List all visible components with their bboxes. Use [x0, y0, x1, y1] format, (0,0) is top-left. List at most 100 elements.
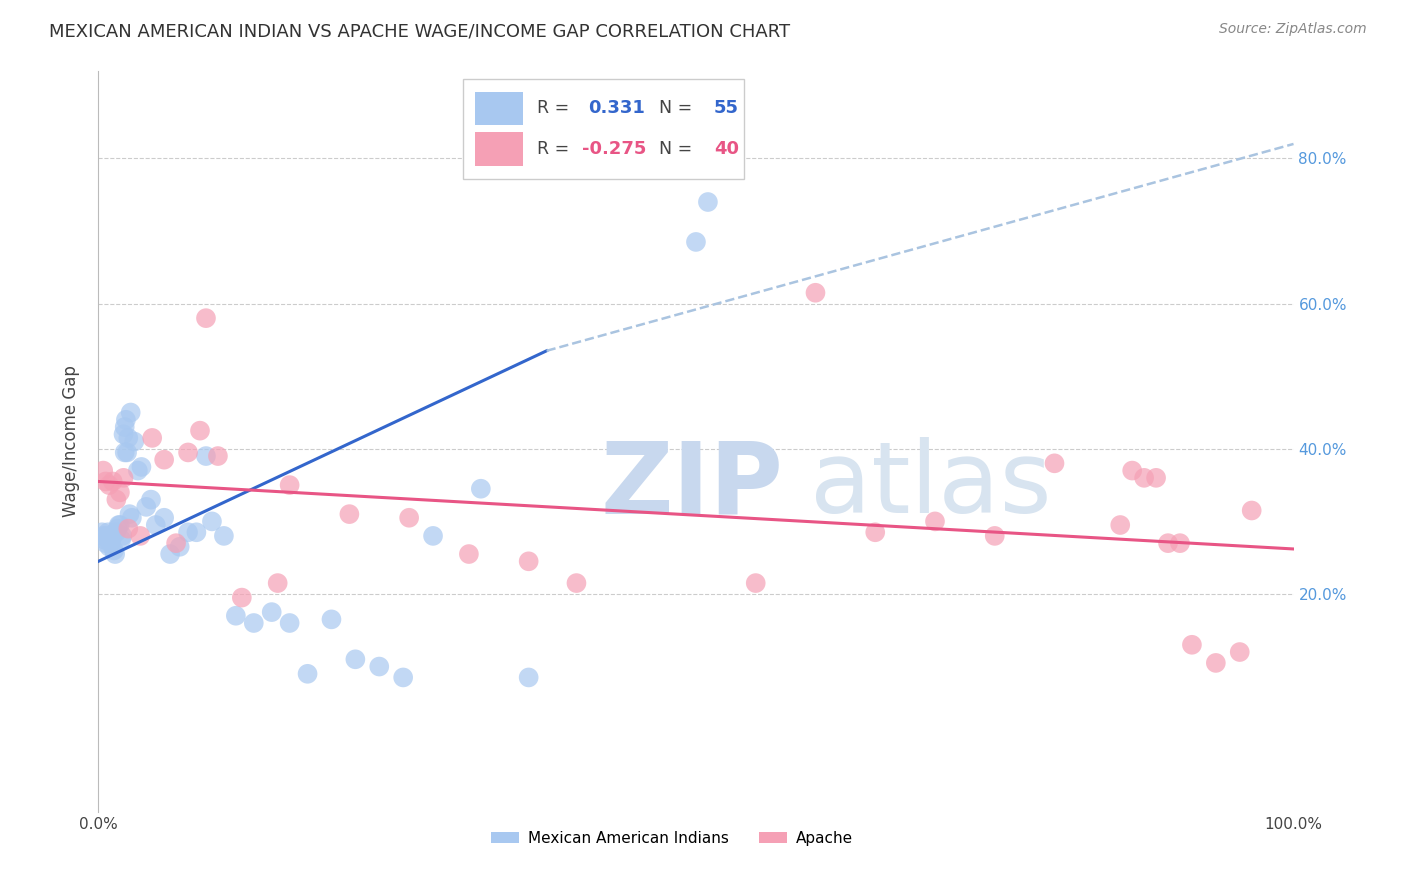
Point	[98, 478, 121, 492]
Point	[565, 576, 588, 591]
Point	[117, 522, 139, 536]
Point	[188, 424, 211, 438]
Text: atlas: atlas	[810, 437, 1052, 534]
Point	[984, 529, 1007, 543]
Point	[745, 576, 768, 591]
Point	[141, 431, 163, 445]
Text: ZIP: ZIP	[600, 437, 783, 534]
Point	[278, 615, 301, 630]
Point	[159, 547, 181, 561]
Point	[91, 529, 114, 543]
Point	[131, 459, 153, 474]
Point	[398, 510, 420, 524]
Point	[195, 449, 218, 463]
Point	[108, 518, 131, 533]
Text: -0.275: -0.275	[582, 140, 647, 158]
Point	[120, 405, 142, 419]
Point	[91, 525, 114, 540]
Point	[145, 518, 167, 533]
Point	[1043, 456, 1066, 470]
Point	[212, 529, 235, 543]
Point	[1144, 471, 1167, 485]
Point	[110, 533, 132, 547]
Point	[697, 194, 720, 209]
Bar	[475, 132, 523, 166]
FancyBboxPatch shape	[463, 78, 744, 178]
Point	[1133, 471, 1156, 485]
Point	[392, 670, 415, 684]
Legend: Mexican American Indians, Apache: Mexican American Indians, Apache	[485, 825, 859, 852]
Point	[103, 543, 125, 558]
Point	[91, 464, 114, 478]
Point	[278, 478, 301, 492]
Point	[685, 235, 707, 249]
Point	[260, 605, 283, 619]
Point	[339, 507, 361, 521]
Y-axis label: Wage/Income Gap: Wage/Income Gap	[62, 366, 80, 517]
Point	[422, 529, 444, 543]
Point	[105, 492, 128, 507]
Point	[98, 540, 121, 554]
Point	[153, 510, 176, 524]
Point	[101, 529, 124, 543]
Point	[201, 515, 224, 529]
Text: N =: N =	[648, 99, 697, 118]
Point	[195, 311, 218, 326]
Point	[1181, 638, 1204, 652]
Point	[127, 464, 149, 478]
Point	[153, 452, 176, 467]
Point	[865, 525, 887, 540]
Text: Source: ZipAtlas.com: Source: ZipAtlas.com	[1219, 22, 1367, 37]
Point	[1168, 536, 1191, 550]
Text: N =: N =	[648, 140, 697, 158]
Point	[1229, 645, 1251, 659]
Point	[105, 525, 128, 540]
Point	[804, 285, 827, 300]
Point	[100, 533, 122, 547]
Point	[112, 471, 135, 485]
Point	[225, 608, 247, 623]
Point	[243, 615, 266, 630]
Point	[117, 431, 139, 445]
Point	[139, 492, 162, 507]
Point	[169, 540, 191, 554]
Point	[124, 434, 146, 449]
Point	[1240, 503, 1263, 517]
Point	[165, 536, 187, 550]
Point	[458, 547, 481, 561]
Point	[104, 547, 127, 561]
Point	[114, 420, 136, 434]
Point	[517, 670, 540, 684]
Point	[231, 591, 253, 605]
Bar	[475, 92, 523, 125]
Point	[108, 485, 131, 500]
Point	[101, 475, 124, 489]
Point	[517, 554, 540, 568]
Point	[1205, 656, 1227, 670]
Point	[1121, 464, 1143, 478]
Point	[186, 525, 208, 540]
Point	[344, 652, 367, 666]
Point	[96, 529, 118, 543]
Point	[94, 475, 117, 489]
Point	[121, 510, 143, 524]
Point	[112, 427, 135, 442]
Point	[1109, 518, 1132, 533]
Point	[177, 525, 200, 540]
Point	[93, 533, 115, 547]
Point	[321, 612, 343, 626]
Point	[267, 576, 290, 591]
Point	[177, 445, 200, 459]
Point	[1157, 536, 1180, 550]
Point	[107, 518, 129, 533]
Point	[107, 522, 129, 536]
Point	[368, 659, 391, 673]
Point	[115, 413, 138, 427]
Point	[118, 507, 141, 521]
Point	[207, 449, 229, 463]
Point	[111, 529, 134, 543]
Point	[129, 529, 152, 543]
Text: 40: 40	[714, 140, 740, 158]
Text: MEXICAN AMERICAN INDIAN VS APACHE WAGE/INCOME GAP CORRELATION CHART: MEXICAN AMERICAN INDIAN VS APACHE WAGE/I…	[49, 22, 790, 40]
Point	[114, 445, 136, 459]
